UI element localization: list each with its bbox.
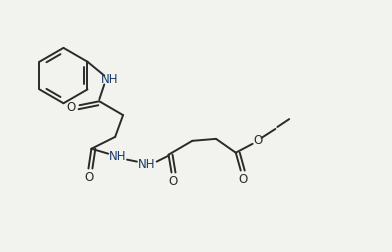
Text: O: O xyxy=(66,101,75,114)
Text: NH: NH xyxy=(138,158,156,171)
Text: O: O xyxy=(85,171,94,184)
Text: O: O xyxy=(238,173,247,186)
Text: O: O xyxy=(253,134,262,147)
Text: NH: NH xyxy=(108,150,126,163)
Text: NH: NH xyxy=(100,73,118,86)
Text: O: O xyxy=(169,175,178,188)
